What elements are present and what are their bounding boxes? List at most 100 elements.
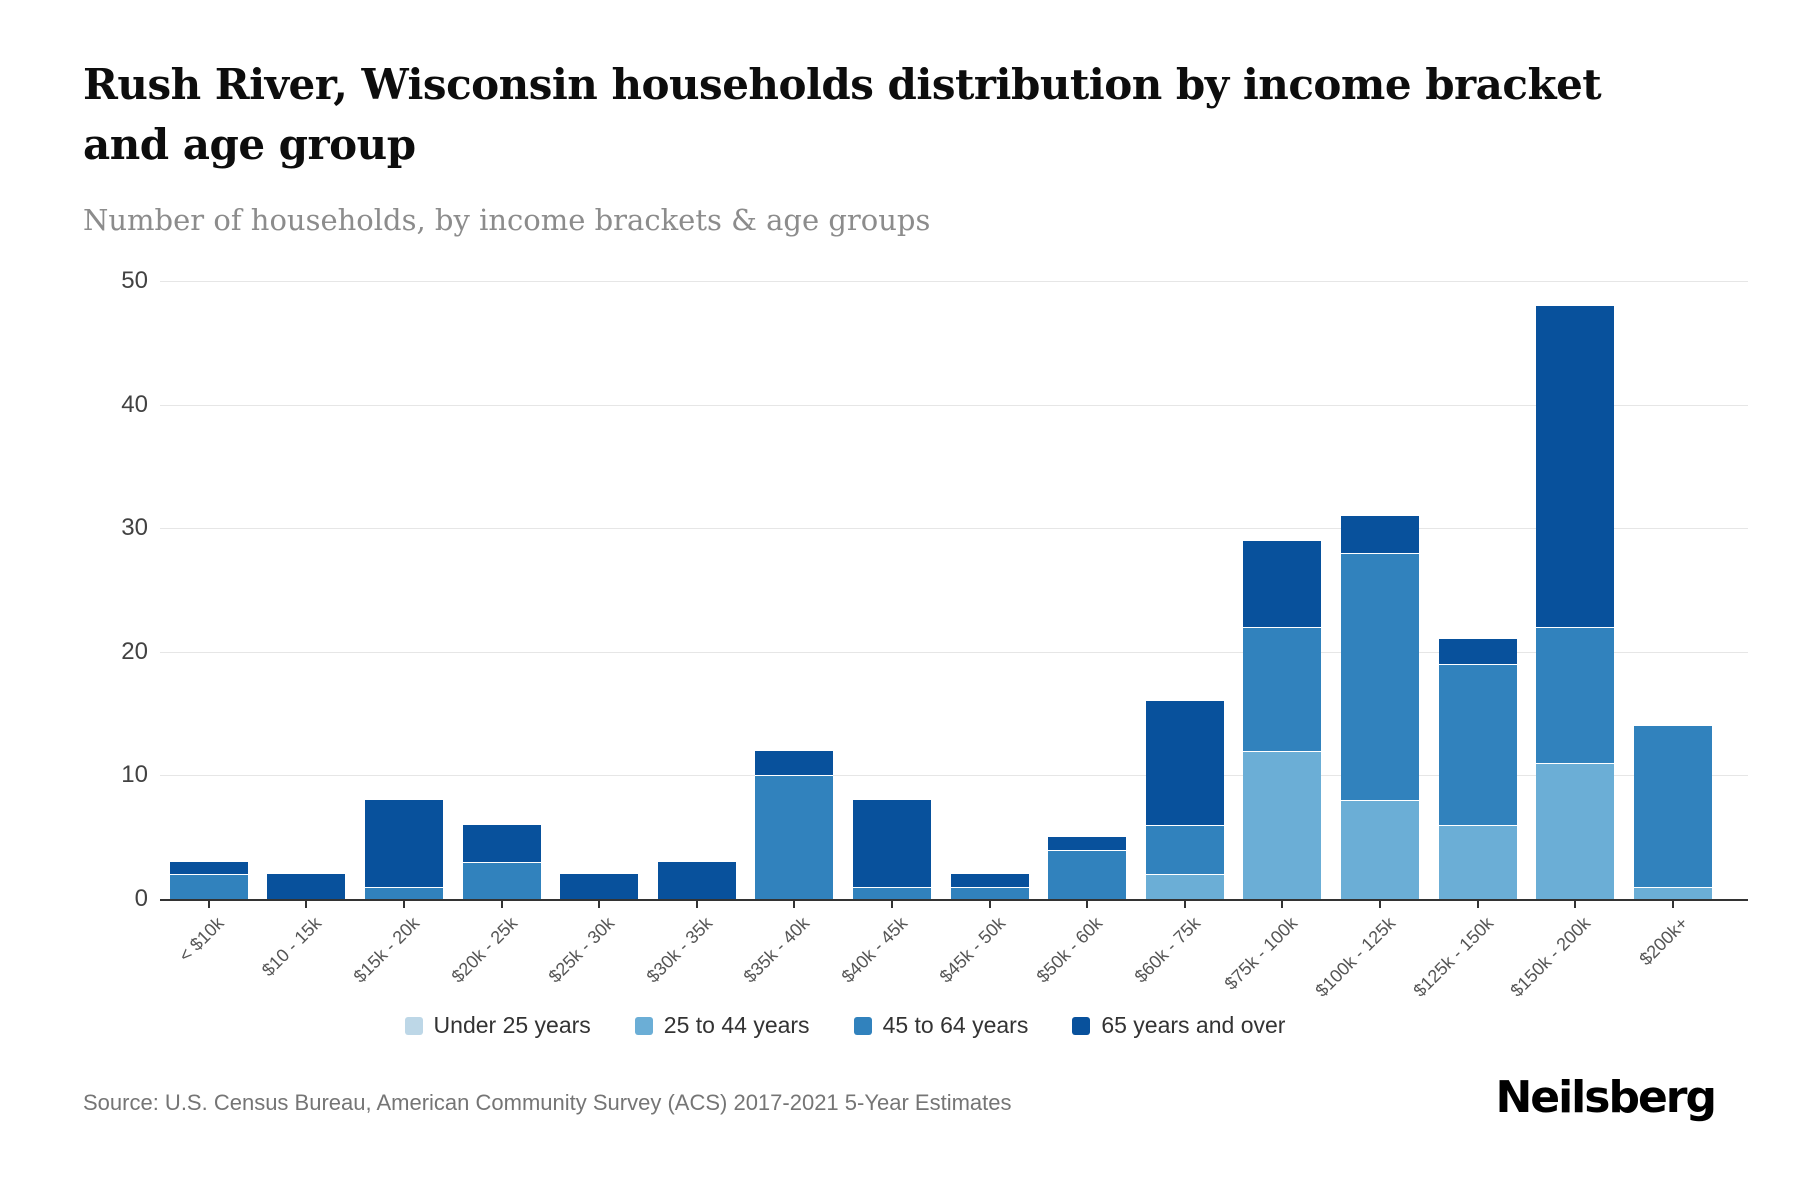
x-axis-tick	[1476, 901, 1479, 908]
bar-slot	[258, 281, 356, 899]
x-axis-label: $15k - 20k	[349, 913, 424, 987]
x-axis-label: $100k - 125k	[1311, 913, 1400, 1001]
bar-35k-40k	[755, 750, 834, 899]
x-axis-tick	[598, 901, 601, 908]
bar-20k-25k	[462, 824, 541, 899]
bar-segment-45-to-64-years[interactable]	[462, 861, 541, 899]
x-axis-label: $125k - 150k	[1408, 913, 1497, 1001]
bar-segment-65-years-and-over[interactable]	[1243, 540, 1322, 628]
y-axis-label: 0	[134, 885, 148, 912]
bar-slot	[550, 281, 648, 899]
x-axis-label: < $10k	[175, 913, 228, 966]
x-axis-label: $35k - 40k	[739, 913, 814, 987]
legend-label: 25 to 44 years	[663, 1012, 810, 1038]
y-gridline	[160, 404, 1748, 406]
bar-segment-45-to-64-years[interactable]	[1438, 664, 1517, 825]
bar-segment-65-years-and-over[interactable]	[1438, 639, 1517, 665]
bar-segment-65-years-and-over[interactable]	[462, 824, 541, 862]
bar-segment-65-years-and-over[interactable]	[560, 874, 639, 899]
y-gridline	[160, 775, 1748, 777]
bar-100k-125k	[1340, 515, 1419, 899]
bar-segment-45-to-64-years[interactable]	[755, 775, 834, 899]
bar-segment-25-to-44-years[interactable]	[1633, 886, 1712, 899]
bar-30k-35k	[657, 861, 736, 899]
chart-subtitle: Number of households, by income brackets…	[83, 203, 931, 237]
bar-segment-65-years-and-over[interactable]	[1145, 701, 1224, 825]
bar-segment-25-to-44-years[interactable]	[1438, 824, 1517, 899]
chart-title: Rush River, Wisconsin households distrib…	[83, 60, 1602, 169]
bar-segment-65-years-and-over[interactable]	[364, 800, 443, 887]
bar-slot	[1429, 281, 1527, 899]
x-axis-label: $45k - 50k	[935, 913, 1009, 987]
x-axis-tick	[500, 901, 503, 908]
bar-15k-20k	[364, 800, 443, 899]
x-axis-tick	[695, 901, 698, 908]
bar-slot	[843, 281, 941, 899]
bar-segment-65-years-and-over[interactable]	[169, 861, 248, 875]
bar-segment-65-years-and-over[interactable]	[1536, 305, 1615, 628]
bar-slot	[746, 281, 844, 899]
bar-segment-45-to-64-years[interactable]	[1633, 725, 1712, 887]
bar-segment-45-to-64-years[interactable]	[1243, 627, 1322, 751]
x-axis-tick	[1086, 901, 1089, 908]
legend-item-65-years-and-over[interactable]: 65 years and over	[1072, 1012, 1285, 1039]
bar-segment-45-to-64-years[interactable]	[852, 886, 931, 899]
bar-segment-25-to-44-years[interactable]	[1243, 750, 1322, 899]
y-gridline	[160, 651, 1748, 653]
legend-swatch-65-years-and-over	[1072, 1016, 1091, 1035]
bar-segment-45-to-64-years[interactable]	[1340, 552, 1419, 801]
bar-segment-25-to-44-years[interactable]	[1340, 800, 1419, 899]
legend-item-45-to-64-years[interactable]: 45 to 64 years	[853, 1012, 1029, 1039]
x-axis-label: $10 - 15k	[258, 913, 326, 981]
legend-swatch-under-25-years	[404, 1016, 423, 1035]
bar-segment-65-years-and-over[interactable]	[1048, 837, 1127, 850]
bar-slot	[648, 281, 746, 899]
x-axis-label: $50k - 60k	[1032, 913, 1107, 987]
bar-25k-30k	[560, 874, 639, 899]
bar-slot	[1234, 281, 1332, 899]
x-axis-tick	[793, 901, 796, 908]
x-axis-label: $75k - 100k	[1220, 913, 1302, 994]
x-axis-tick	[1281, 901, 1284, 908]
bar-segment-25-to-44-years[interactable]	[1145, 874, 1224, 899]
bar-segment-65-years-and-over[interactable]	[267, 874, 346, 899]
bar-segment-25-to-44-years[interactable]	[1536, 763, 1615, 899]
bar-segment-65-years-and-over[interactable]	[1340, 515, 1419, 553]
x-axis-label: $150k - 200k	[1506, 913, 1595, 1001]
x-axis-tick	[1379, 901, 1381, 908]
bar-segment-45-to-64-years[interactable]	[169, 874, 248, 899]
bar-200k	[1633, 725, 1712, 899]
x-axis-label: $40k - 45k	[837, 913, 912, 987]
bars-row	[160, 281, 1722, 899]
neilsberg-logo: Neilsberg	[1495, 1072, 1717, 1123]
bar-60k-75k	[1145, 701, 1224, 899]
bar-10k	[169, 861, 248, 899]
bar-segment-45-to-64-years[interactable]	[1048, 849, 1127, 899]
x-axis-tick	[1183, 901, 1186, 908]
bar-slot	[453, 281, 551, 899]
legend-item-under-25-years[interactable]: Under 25 years	[404, 1012, 591, 1039]
bar-50k-60k	[1048, 837, 1127, 899]
bar-segment-45-to-64-years[interactable]	[950, 886, 1029, 899]
y-gridline	[160, 528, 1748, 530]
bar-segment-65-years-and-over[interactable]	[657, 861, 736, 899]
legend-label: 45 to 64 years	[882, 1012, 1029, 1038]
bar-segment-45-to-64-years[interactable]	[1536, 627, 1615, 764]
legend-item-25-to-44-years[interactable]: 25 to 44 years	[634, 1012, 810, 1039]
bar-segment-45-to-64-years[interactable]	[1145, 824, 1224, 875]
y-gridline	[160, 281, 1748, 282]
bar-10-15k	[267, 874, 346, 899]
bar-slot	[1624, 281, 1722, 899]
bar-40k-45k	[852, 800, 931, 899]
bar-segment-45-to-64-years[interactable]	[364, 886, 443, 899]
bar-segment-65-years-and-over[interactable]	[755, 750, 834, 776]
bar-segment-65-years-and-over[interactable]	[852, 800, 931, 887]
x-axis-tick	[305, 901, 308, 908]
bar-segment-65-years-and-over[interactable]	[950, 874, 1029, 887]
bar-slot	[1038, 281, 1136, 899]
legend-swatch-25-to-44-years	[634, 1016, 653, 1035]
y-axis-label: 30	[121, 514, 148, 542]
x-axis-tick	[1574, 901, 1577, 908]
x-axis-label: $20k - 25k	[447, 913, 521, 987]
